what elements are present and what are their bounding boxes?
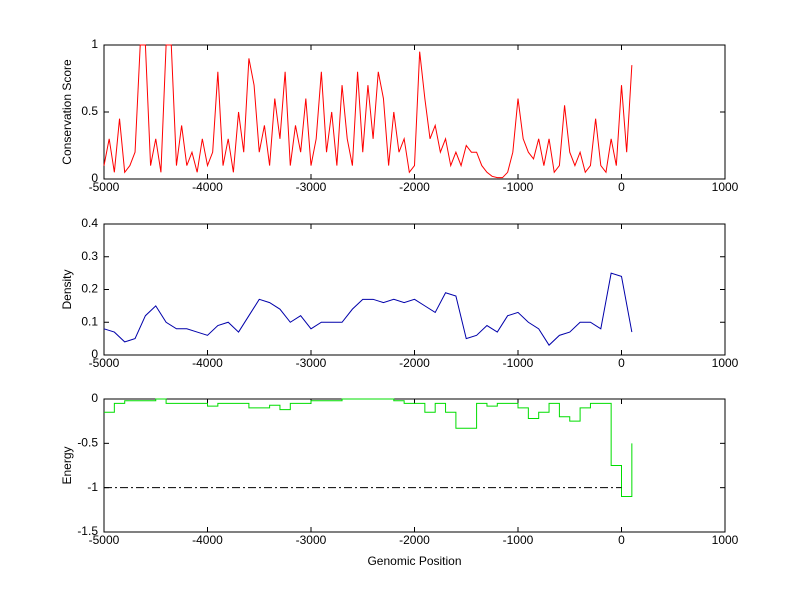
x-tick-label: -3000 [296, 533, 327, 547]
y-axis-label: Density [60, 269, 74, 309]
x-tick-label: -4000 [192, 533, 223, 547]
x-tick-label: -2000 [399, 356, 430, 370]
y-tick-label: 0.3 [81, 249, 98, 263]
y-tick-label: 0 [91, 391, 98, 405]
x-tick-label: -5000 [89, 533, 120, 547]
y-axis-label: Energy [60, 446, 74, 484]
y-tick-label: 0 [91, 171, 98, 185]
x-tick-label: -4000 [192, 180, 223, 194]
x-axis-label: Genomic Position [367, 554, 461, 568]
x-tick-label: 1000 [712, 356, 739, 370]
y-tick-label: 0.2 [81, 282, 98, 296]
x-tick-label: -3000 [296, 356, 327, 370]
y-tick-label: 0.1 [81, 314, 98, 328]
x-tick-label: -1000 [503, 533, 534, 547]
x-tick-label: -3000 [296, 180, 327, 194]
y-tick-label: 0 [91, 347, 98, 361]
y-tick-label: -0.5 [77, 436, 98, 450]
x-tick-label: 1000 [712, 180, 739, 194]
data-line [104, 398, 633, 498]
x-tick-label: 0 [618, 180, 625, 194]
x-tick-label: -1000 [503, 356, 534, 370]
x-tick-label: 1000 [712, 533, 739, 547]
y-tick-label: -1 [87, 480, 98, 494]
x-tick-label: -2000 [399, 533, 430, 547]
data-line [103, 44, 633, 179]
y-axis-label: Conservation Score [60, 59, 74, 165]
y-tick-label: 1 [91, 37, 98, 51]
y-tick-label: -1.5 [77, 524, 98, 538]
x-tick-label: 0 [618, 533, 625, 547]
x-tick-label: -4000 [192, 356, 223, 370]
x-tick-label: -5000 [89, 180, 120, 194]
y-tick-label: 0.4 [81, 216, 98, 230]
x-tick-label: -1000 [503, 180, 534, 194]
x-tick-label: 0 [618, 356, 625, 370]
x-tick-label: -5000 [89, 356, 120, 370]
y-tick-label: 0.5 [81, 104, 98, 118]
data-line [103, 272, 633, 346]
x-tick-label: -2000 [399, 180, 430, 194]
